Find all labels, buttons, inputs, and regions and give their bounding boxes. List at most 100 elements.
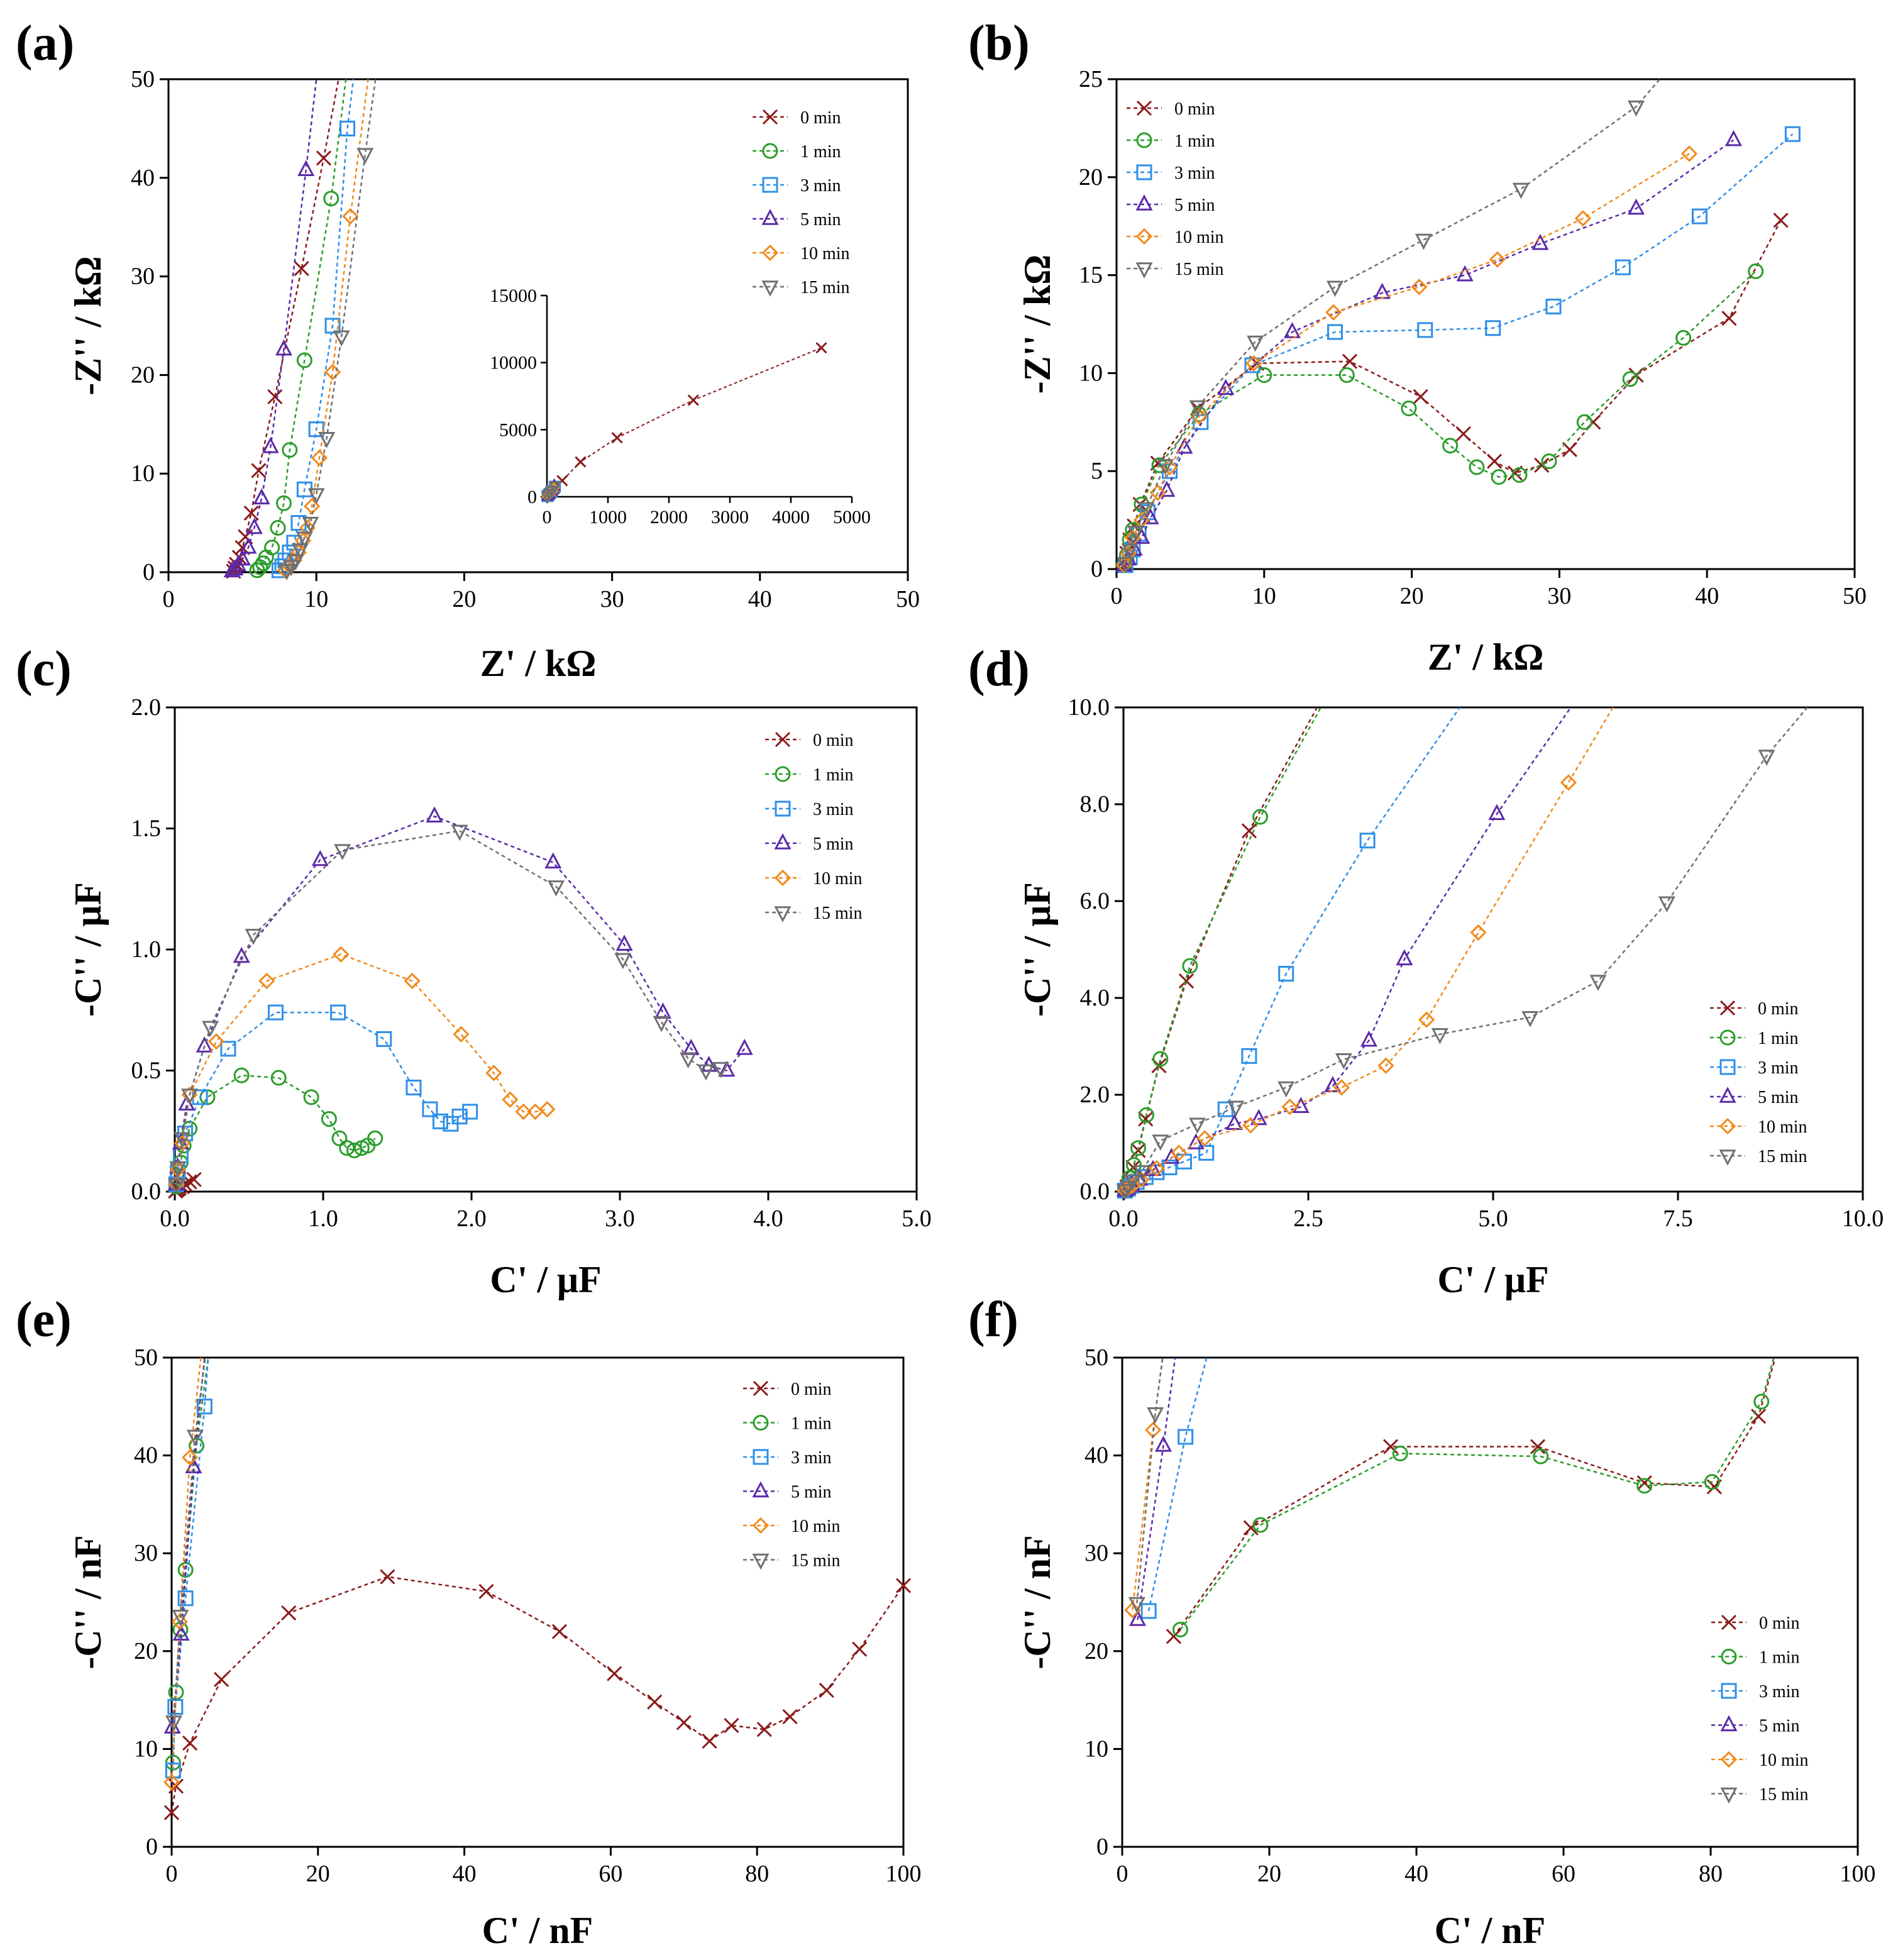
legend-marker xyxy=(761,244,779,262)
legend-label: 10 min xyxy=(813,869,863,889)
y-tick-label: 10 xyxy=(1079,360,1103,386)
data-point xyxy=(680,1052,697,1069)
data-point xyxy=(653,1016,670,1033)
legend-marker xyxy=(1719,1059,1736,1075)
inset-x-tick-label: 1000 xyxy=(589,507,627,528)
data-point xyxy=(1411,279,1428,296)
data-point xyxy=(819,1682,834,1698)
y-tick-label: 20 xyxy=(131,362,155,388)
data-point xyxy=(478,1583,494,1599)
x-tick-label: 30 xyxy=(600,586,624,612)
inset-y-tick-label: 0 xyxy=(527,487,537,507)
data-point xyxy=(702,1733,717,1749)
series-line xyxy=(1123,139,1735,566)
data-point xyxy=(1456,265,1474,282)
data-point xyxy=(220,1041,236,1057)
data-point xyxy=(1491,469,1507,485)
legend: 0 min 1 min 3 min 5 min 10 min 15 min xyxy=(765,731,863,923)
data-point xyxy=(1172,1622,1188,1638)
panel-a: (a) 0 10 20 30 40 50 0 10 20 30 40 50 Z' / kΩ -Z'' / k… xyxy=(16,16,920,684)
data-point xyxy=(1292,1097,1310,1113)
data-point xyxy=(697,1064,715,1081)
data-point xyxy=(548,880,565,897)
data-point xyxy=(331,1130,348,1146)
data-point xyxy=(1247,335,1264,352)
y-axis-title: -Z'' / kΩ xyxy=(1017,255,1058,394)
legend-label: 0 min xyxy=(1758,999,1799,1019)
data-point xyxy=(1431,1028,1448,1044)
inset-y-tick-label: 15000 xyxy=(490,285,537,306)
inset-x-tick-label: 0 xyxy=(543,507,552,528)
data-point xyxy=(1189,400,1206,417)
data-point xyxy=(169,1161,187,1178)
y-tick-label: 25 xyxy=(1079,66,1103,92)
y-tick-label: 50 xyxy=(134,1344,158,1371)
data-point xyxy=(676,1715,692,1730)
data-point xyxy=(307,488,325,504)
x-tick-label: 0.0 xyxy=(160,1205,190,1232)
data-point xyxy=(295,531,313,548)
legend-label: 1 min xyxy=(800,142,841,162)
data-point xyxy=(1418,1011,1435,1028)
data-point xyxy=(1417,322,1433,338)
data-point xyxy=(339,1140,355,1156)
data-point xyxy=(432,1113,448,1129)
x-tick-label: 100 xyxy=(1840,1861,1876,1887)
inset-data-point xyxy=(575,456,587,468)
data-point xyxy=(1198,1144,1215,1161)
data-point xyxy=(172,1610,189,1626)
data-point xyxy=(251,463,267,479)
x-tick-label: 2.0 xyxy=(456,1205,487,1232)
data-point xyxy=(1622,371,1638,387)
legend-marker xyxy=(752,1517,770,1534)
series-line xyxy=(1137,1358,1176,1620)
data-point xyxy=(333,946,350,963)
data-point xyxy=(1512,182,1530,199)
data-point xyxy=(1241,1048,1257,1064)
data-point xyxy=(297,160,315,177)
data-point xyxy=(1628,198,1645,215)
data-point xyxy=(174,1134,190,1152)
y-tick-label: 50 xyxy=(1084,1344,1108,1371)
data-point xyxy=(1487,453,1503,469)
data-point xyxy=(1242,1117,1259,1134)
data-point xyxy=(1753,1393,1770,1410)
legend-label: 5 min xyxy=(1759,1717,1800,1736)
legend-marker xyxy=(1721,1649,1737,1664)
data-point xyxy=(253,488,270,505)
data-point xyxy=(1511,467,1528,483)
data-point xyxy=(1182,958,1198,974)
data-point xyxy=(1166,1629,1181,1644)
legend-marker xyxy=(1136,164,1152,180)
data-point xyxy=(189,1437,205,1454)
legend-marker xyxy=(1136,100,1152,116)
data-point xyxy=(270,1070,287,1086)
series-line xyxy=(1123,153,1690,566)
x-tick-label: 10 xyxy=(1252,583,1276,609)
data-point xyxy=(615,934,633,951)
data-point xyxy=(163,1805,180,1820)
legend-marker xyxy=(1721,1683,1737,1699)
series-line xyxy=(1124,707,1322,1191)
data-point xyxy=(1124,1602,1141,1619)
x-tick-label: 10 xyxy=(304,586,328,612)
series-line xyxy=(279,79,355,571)
data-point xyxy=(1151,457,1167,473)
data-point xyxy=(724,1717,739,1734)
data-point xyxy=(270,519,286,536)
legend-marker xyxy=(774,833,792,850)
data-point xyxy=(422,1101,438,1117)
legend-label: 3 min xyxy=(1759,1682,1800,1702)
inset-x-tick-label: 5000 xyxy=(833,507,871,528)
legend-label: 15 min xyxy=(1758,1147,1807,1166)
legend-marker xyxy=(752,1481,770,1498)
data-point xyxy=(1178,973,1195,989)
y-tick-label: 0.5 xyxy=(131,1058,162,1084)
data-point xyxy=(1413,389,1428,404)
x-tick-label: 40 xyxy=(748,586,772,612)
legend-marker xyxy=(1720,1787,1738,1804)
data-point xyxy=(346,1143,363,1159)
data-point xyxy=(1123,1177,1141,1194)
data-point xyxy=(1534,457,1550,473)
